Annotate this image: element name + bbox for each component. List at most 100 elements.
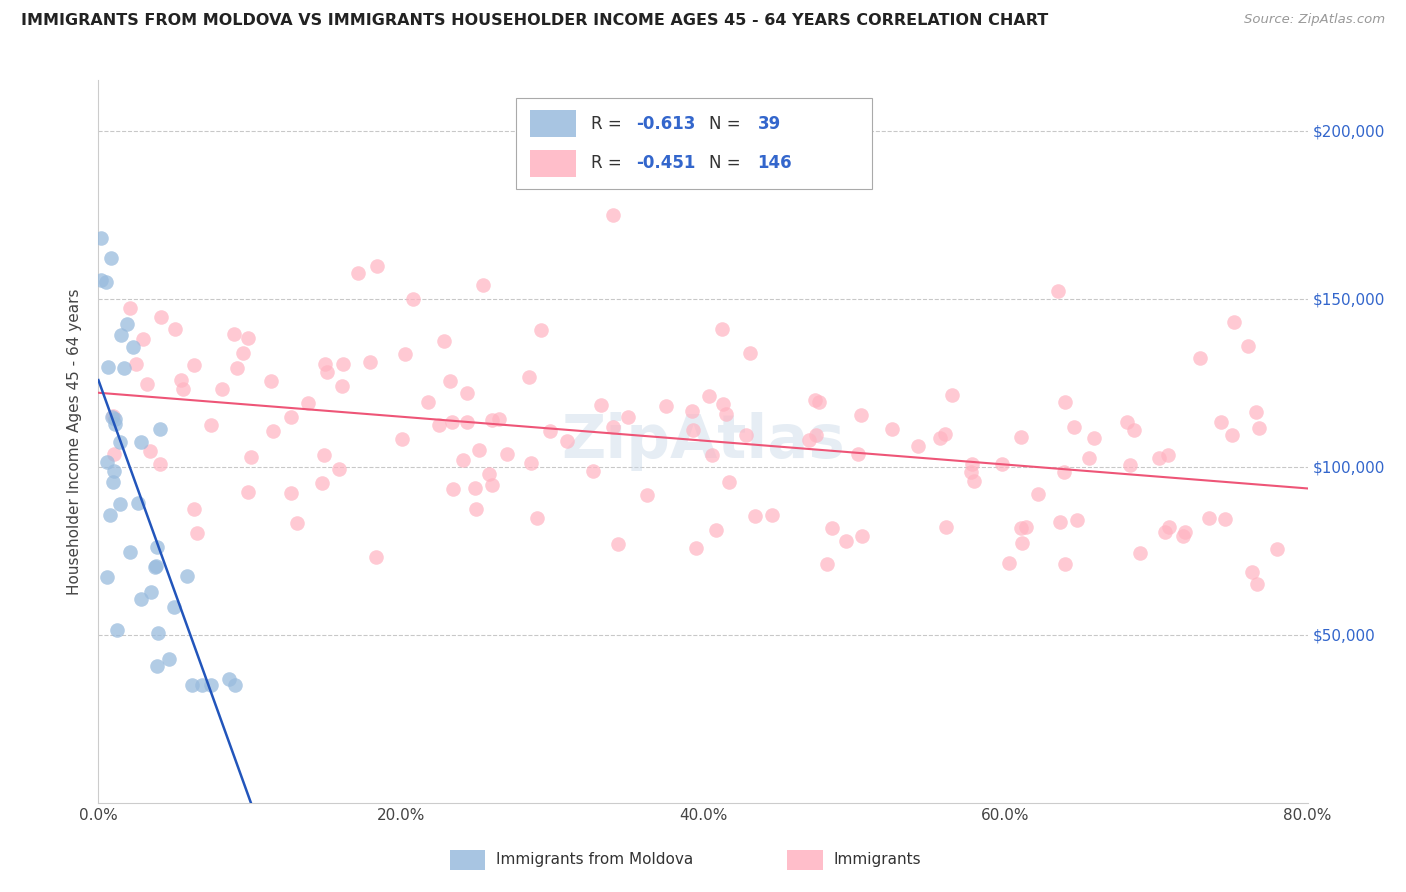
Point xyxy=(582,464,605,478)
Point xyxy=(96,454,118,468)
Point xyxy=(761,508,783,522)
Point xyxy=(103,447,125,461)
Bar xyxy=(530,150,576,178)
Point xyxy=(98,508,121,522)
Point xyxy=(714,407,737,421)
Point xyxy=(125,357,148,371)
Point xyxy=(402,292,425,306)
Point xyxy=(224,678,246,692)
Point xyxy=(330,379,353,393)
Point xyxy=(464,481,486,495)
Point xyxy=(934,426,956,441)
Point xyxy=(218,672,240,686)
Point xyxy=(148,625,170,640)
Point xyxy=(744,509,766,524)
Point xyxy=(132,332,155,346)
Point xyxy=(526,511,548,525)
Point xyxy=(681,404,703,418)
Point xyxy=(347,265,370,279)
Point xyxy=(107,623,129,637)
Point xyxy=(1119,458,1142,473)
Point xyxy=(239,450,262,464)
Point xyxy=(181,678,204,692)
Point xyxy=(191,678,214,692)
Point xyxy=(464,502,486,516)
Point xyxy=(1247,421,1270,435)
Point xyxy=(391,432,413,446)
Point xyxy=(96,569,118,583)
Point xyxy=(312,448,335,462)
Point xyxy=(1049,516,1071,530)
Point xyxy=(808,395,831,409)
Point xyxy=(530,323,553,337)
FancyBboxPatch shape xyxy=(516,98,872,189)
Point xyxy=(711,397,734,411)
Point xyxy=(456,415,478,429)
Point xyxy=(849,408,872,422)
Point xyxy=(1054,557,1077,571)
Point xyxy=(394,347,416,361)
Point xyxy=(141,585,163,599)
Text: N =: N = xyxy=(709,115,747,133)
Point xyxy=(472,278,495,293)
Text: 146: 146 xyxy=(758,154,792,172)
Text: N =: N = xyxy=(709,154,747,172)
Point xyxy=(591,398,613,412)
Point xyxy=(145,559,167,574)
Point xyxy=(682,423,704,437)
Point xyxy=(997,556,1019,570)
Point xyxy=(960,457,983,471)
Point xyxy=(1014,520,1036,534)
Point xyxy=(439,374,461,388)
Point xyxy=(94,275,117,289)
Point xyxy=(416,395,439,409)
Point xyxy=(821,521,844,535)
Point xyxy=(129,591,152,606)
Point xyxy=(1083,431,1105,445)
Point xyxy=(366,550,388,565)
Text: Immigrants from Moldova: Immigrants from Moldova xyxy=(496,853,693,867)
Point xyxy=(108,497,131,511)
Point xyxy=(183,358,205,372)
Point xyxy=(172,382,194,396)
Point xyxy=(963,474,986,488)
Point xyxy=(112,361,135,376)
Point xyxy=(834,534,856,549)
Point xyxy=(103,464,125,478)
Point xyxy=(636,488,658,502)
Point xyxy=(1209,415,1232,429)
Point xyxy=(108,435,131,450)
Point xyxy=(797,433,820,447)
Point xyxy=(478,467,501,481)
Point xyxy=(225,360,247,375)
Point xyxy=(260,374,283,388)
Point xyxy=(170,373,193,387)
Point xyxy=(163,599,186,614)
Point xyxy=(851,529,873,543)
Point xyxy=(1046,285,1069,299)
Point xyxy=(929,431,952,445)
Point xyxy=(1010,430,1032,444)
Point xyxy=(176,569,198,583)
Point xyxy=(232,346,254,360)
Point xyxy=(186,525,208,540)
Point xyxy=(1156,448,1178,462)
Text: 39: 39 xyxy=(758,115,780,133)
Point xyxy=(1011,536,1033,550)
Point xyxy=(129,435,152,450)
Point xyxy=(120,545,142,559)
Point xyxy=(1246,577,1268,591)
Point xyxy=(907,440,929,454)
Point xyxy=(1240,566,1263,580)
Point xyxy=(1129,546,1152,560)
Point xyxy=(520,456,543,470)
Point xyxy=(1159,519,1181,533)
Point xyxy=(481,478,503,492)
Point xyxy=(1223,315,1246,329)
Point xyxy=(110,328,132,343)
Point xyxy=(1122,423,1144,437)
Point xyxy=(280,486,302,500)
Point xyxy=(104,412,127,426)
Point xyxy=(1174,525,1197,540)
Text: -0.451: -0.451 xyxy=(637,154,696,172)
